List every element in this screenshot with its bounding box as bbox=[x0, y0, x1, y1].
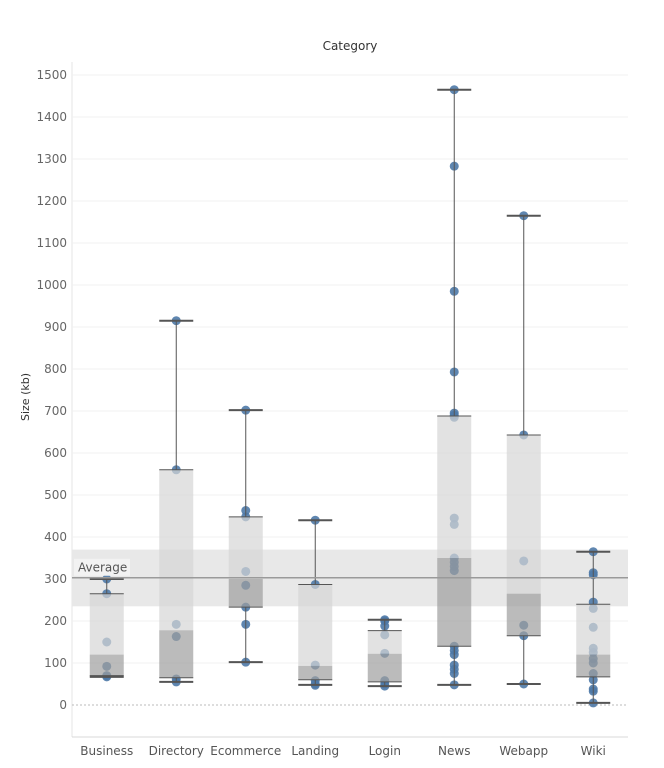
lower-box bbox=[159, 630, 194, 678]
lower-box bbox=[576, 654, 611, 677]
lower-box bbox=[437, 558, 472, 647]
y-tick-label: 1100 bbox=[36, 236, 67, 250]
upper-box bbox=[367, 630, 402, 654]
lower-box bbox=[506, 593, 541, 636]
y-tick-label: 900 bbox=[44, 320, 67, 334]
lower-box bbox=[228, 579, 263, 608]
lower-box bbox=[298, 665, 333, 680]
category-label: Wiki bbox=[581, 744, 606, 758]
lower-box bbox=[367, 653, 402, 682]
category-label: Business bbox=[80, 744, 133, 758]
upper-box bbox=[228, 516, 263, 579]
y-axis-label: Size (kb) bbox=[19, 373, 32, 421]
y-tick-label: 800 bbox=[44, 362, 67, 376]
y-tick-label: 1300 bbox=[36, 152, 67, 166]
y-tick-label: 1500 bbox=[36, 68, 67, 82]
average-label-bg bbox=[74, 558, 130, 576]
upper-box bbox=[576, 604, 611, 655]
upper-box bbox=[437, 416, 472, 558]
y-tick-label: 700 bbox=[44, 404, 67, 418]
upper-box bbox=[89, 593, 124, 655]
y-tick-label: 600 bbox=[44, 446, 67, 460]
lower-box bbox=[89, 654, 124, 676]
category-label: Login bbox=[369, 744, 401, 758]
y-tick-label: 0 bbox=[59, 698, 67, 712]
chart-title: Category bbox=[323, 39, 378, 53]
y-tick-label: 200 bbox=[44, 614, 67, 628]
y-tick-label: 500 bbox=[44, 488, 67, 502]
category-label: Directory bbox=[149, 744, 204, 758]
y-tick-label: 1400 bbox=[36, 110, 67, 124]
y-tick-label: 100 bbox=[44, 656, 67, 670]
y-tick-label: 300 bbox=[44, 572, 67, 586]
average-label: Average bbox=[78, 561, 127, 575]
category-label: News bbox=[438, 744, 470, 758]
upper-box bbox=[298, 584, 333, 666]
y-tick-label: 400 bbox=[44, 530, 67, 544]
y-tick-label: 1000 bbox=[36, 278, 67, 292]
category-label: Ecommerce bbox=[210, 744, 281, 758]
category-label: Landing bbox=[291, 744, 339, 758]
upper-box bbox=[159, 469, 194, 631]
category-label: Webapp bbox=[499, 744, 548, 758]
y-tick-label: 1200 bbox=[36, 194, 67, 208]
upper-box bbox=[506, 434, 541, 594]
